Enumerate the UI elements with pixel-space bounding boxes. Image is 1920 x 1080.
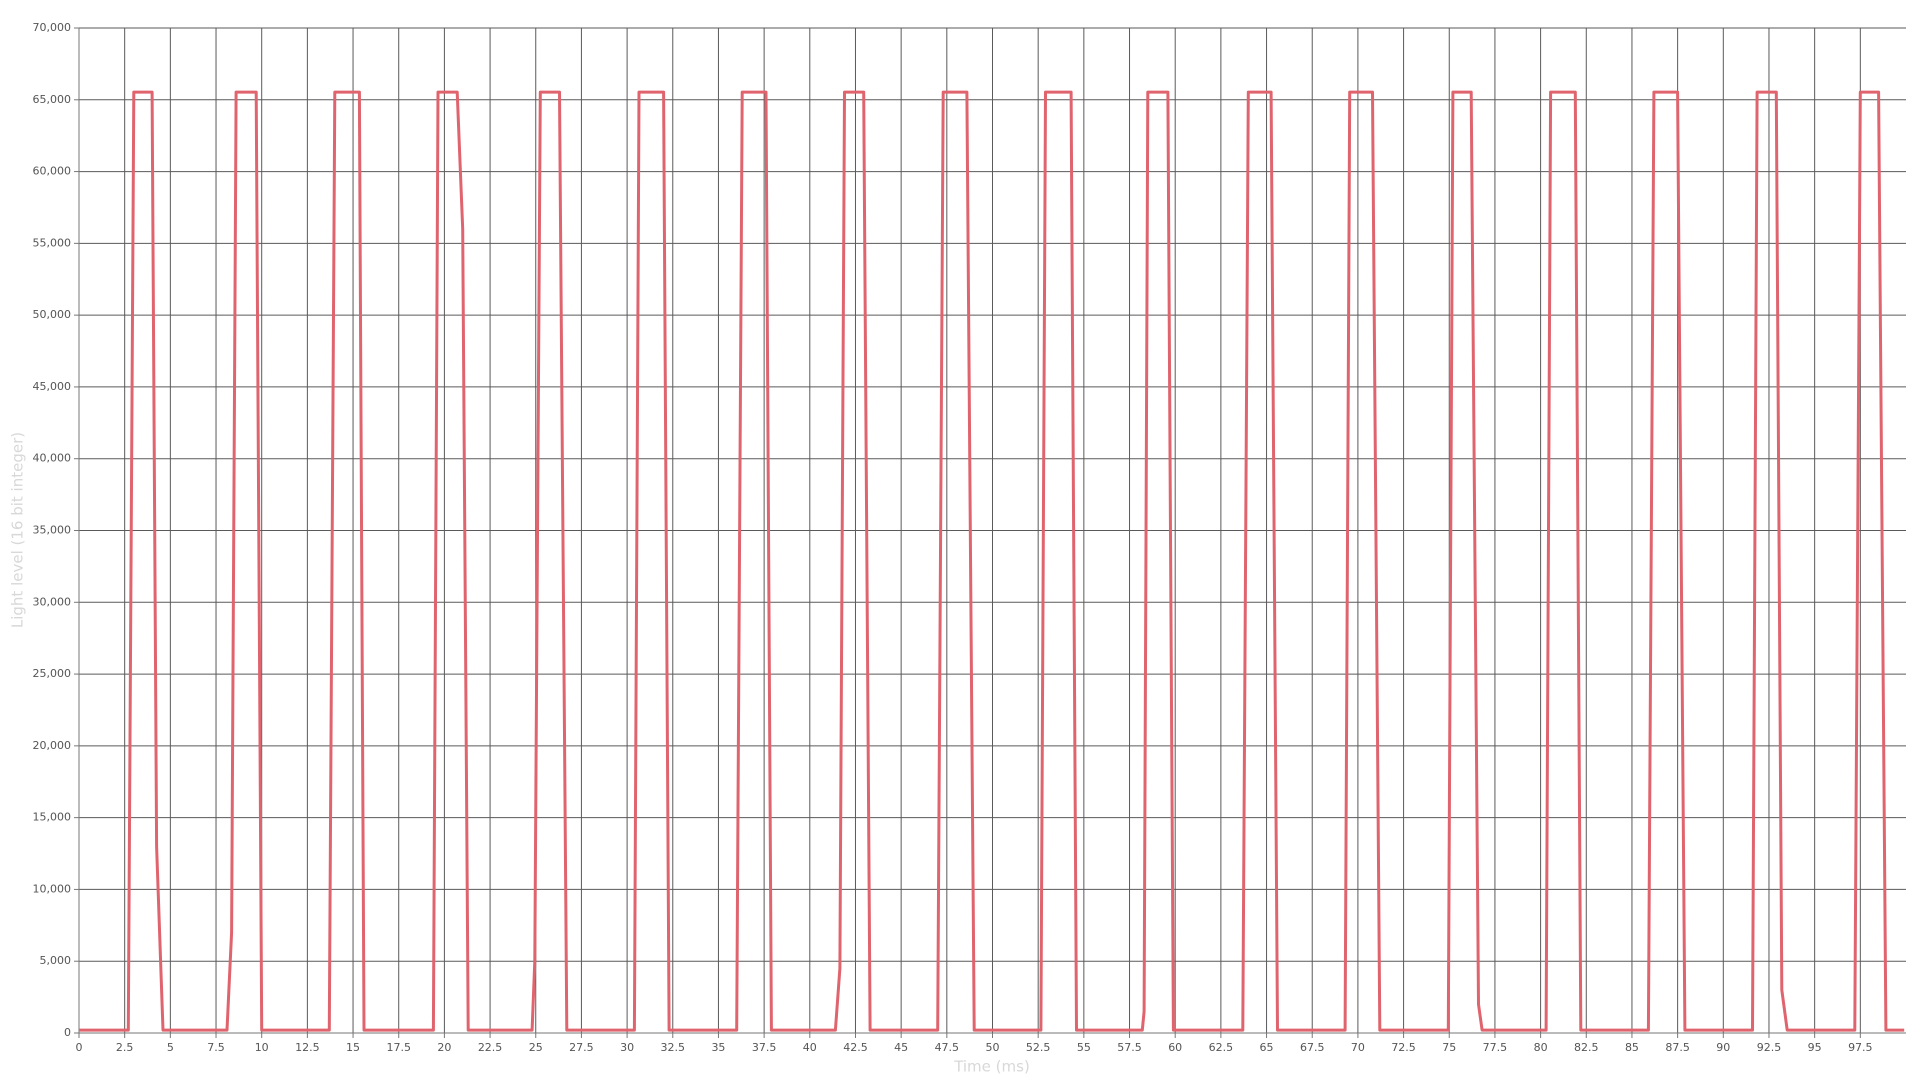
- x-tick-label: 67.5: [1300, 1041, 1325, 1054]
- y-tick-label: 10,000: [33, 882, 72, 895]
- y-tick-label: 70,000: [33, 21, 72, 34]
- x-tick-label: 15: [346, 1041, 360, 1054]
- x-tick-label: 30: [620, 1041, 634, 1054]
- x-tick-label: 82.5: [1574, 1041, 1599, 1054]
- y-tick-label: 5,000: [40, 954, 72, 967]
- x-tick-label: 80: [1534, 1041, 1548, 1054]
- y-tick-label: 65,000: [33, 93, 72, 106]
- y-tick-label: 20,000: [33, 739, 72, 752]
- x-tick-label: 97.5: [1848, 1041, 1873, 1054]
- x-tick-label: 62.5: [1209, 1041, 1234, 1054]
- x-tick-label: 17.5: [386, 1041, 411, 1054]
- x-tick-label: 92.5: [1757, 1041, 1782, 1054]
- x-tick-label: 47.5: [935, 1041, 960, 1054]
- x-tick-label: 7.5: [207, 1041, 225, 1054]
- x-tick-label: 40: [803, 1041, 817, 1054]
- x-tick-label: 72.5: [1391, 1041, 1416, 1054]
- x-tick-label: 22.5: [478, 1041, 503, 1054]
- y-axis-title: Light level (16 bit integer): [9, 432, 27, 628]
- x-tick-label: 70: [1351, 1041, 1365, 1054]
- x-tick-label: 42.5: [843, 1041, 868, 1054]
- y-tick-label: 0: [64, 1026, 71, 1039]
- x-tick-label: 12.5: [295, 1041, 320, 1054]
- x-tick-label: 32.5: [661, 1041, 686, 1054]
- y-tick-label: 55,000: [33, 236, 72, 249]
- x-tick-label: 85: [1625, 1041, 1639, 1054]
- y-tick-label: 35,000: [33, 524, 72, 537]
- x-axis-title: Time (ms): [953, 1058, 1030, 1076]
- y-tick-label: 50,000: [33, 308, 72, 321]
- data-line: [79, 90, 1905, 1032]
- x-tick-label: 57.5: [1117, 1041, 1142, 1054]
- x-tick-label: 45: [894, 1041, 908, 1054]
- x-tick-label: 90: [1716, 1041, 1730, 1054]
- x-tick-label: 75: [1442, 1041, 1456, 1054]
- y-tick-label: 25,000: [33, 667, 72, 680]
- x-tick-label: 25: [529, 1041, 543, 1054]
- x-tick-label: 10: [255, 1041, 269, 1054]
- x-tick-label: 55: [1077, 1041, 1091, 1054]
- y-tick-label: 40,000: [33, 452, 72, 465]
- x-tick-label: 65: [1260, 1041, 1274, 1054]
- y-tick-label: 30,000: [33, 595, 72, 608]
- x-tick-label: 50: [986, 1041, 1000, 1054]
- x-tick-label: 20: [437, 1041, 451, 1054]
- x-tick-label: 77.5: [1483, 1041, 1508, 1054]
- x-tick-label: 95: [1808, 1041, 1822, 1054]
- y-tick-label: 45,000: [33, 380, 72, 393]
- x-tick-label: 5: [167, 1041, 174, 1054]
- x-tick-label: 87.5: [1665, 1041, 1690, 1054]
- x-tick-label: 0: [76, 1041, 83, 1054]
- x-tick-label: 52.5: [1026, 1041, 1051, 1054]
- y-tick-label: 60,000: [33, 165, 72, 178]
- x-tick-label: 27.5: [569, 1041, 594, 1054]
- x-tick-label: 2.5: [116, 1041, 134, 1054]
- x-tick-label: 60: [1168, 1041, 1182, 1054]
- x-tick-label: 35: [711, 1041, 725, 1054]
- y-tick-label: 15,000: [33, 811, 72, 824]
- x-tick-label: 37.5: [752, 1041, 777, 1054]
